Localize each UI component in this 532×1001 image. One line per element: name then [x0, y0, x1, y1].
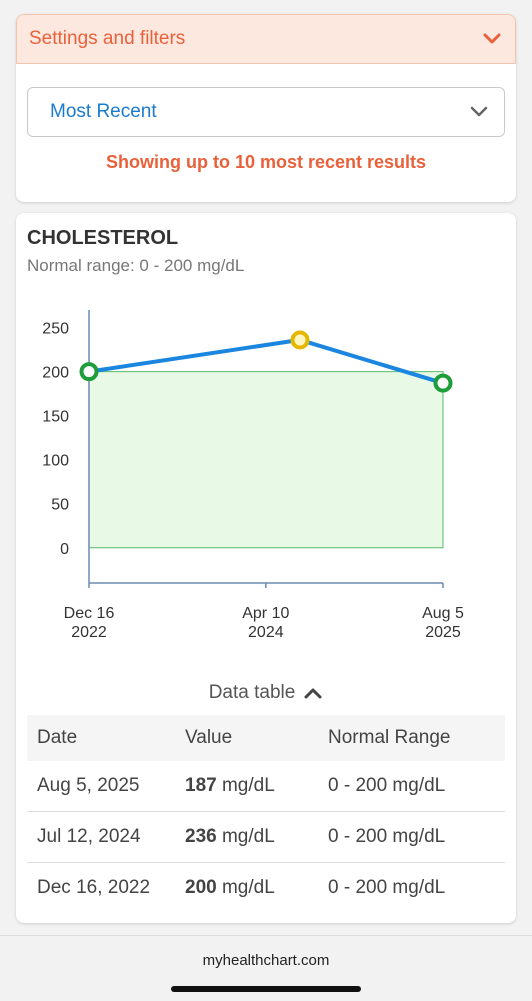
row-unit: mg/dL [221, 775, 275, 796]
browser-footer: myhealthchart.com [0, 935, 532, 1001]
normal-range-text: Normal range: 0 - 200 mg/dL [27, 256, 245, 275]
row-date: Aug 5, 2025 [37, 775, 140, 796]
cholesterol-card: CHOLESTEROL Normal range: 0 - 200 mg/dL … [16, 213, 516, 923]
data-table-toggle[interactable]: Data table [16, 682, 516, 704]
x-tick-label: Aug 5 [422, 605, 464, 622]
row-range: 0 - 200 mg/dL [328, 877, 446, 898]
data-point [79, 362, 99, 382]
row-unit: mg/dL [221, 877, 275, 898]
site-url[interactable]: myhealthchart.com [202, 952, 330, 969]
x-tick-label: 2025 [425, 624, 461, 641]
y-tick-label: 0 [60, 541, 69, 558]
header-date: Date [37, 727, 78, 748]
y-tick-label: 150 [42, 409, 69, 426]
header-value: Value [185, 727, 233, 748]
data-table: Date Value Normal Range Aug 5, 2025 187 … [27, 715, 505, 913]
y-tick-label: 250 [42, 321, 69, 338]
home-indicator[interactable] [171, 986, 361, 992]
row-date: Dec 16, 2022 [37, 877, 151, 898]
row-value: 236 [185, 826, 217, 847]
table-header: Date Value Normal Range [27, 715, 505, 761]
row-range: 0 - 200 mg/dL [328, 775, 446, 796]
table-row: Aug 5, 2025 187 mg/dL 0 - 200 mg/dL [27, 761, 505, 812]
y-tick-label: 50 [51, 497, 69, 514]
data-point [290, 330, 310, 350]
x-tick-label: Dec 16 [64, 605, 115, 622]
sort-select-value: Most Recent [50, 101, 157, 122]
settings-filters-panel: Settings and filters Most Recent Showing… [16, 14, 516, 202]
x-tick-label: 2024 [248, 624, 284, 641]
table-row: Jul 12, 2024 236 mg/dL 0 - 200 mg/dL [27, 812, 505, 863]
results-note: Showing up to 10 most recent results [105, 152, 427, 172]
y-tick-label: 200 [42, 365, 69, 382]
cholesterol-chart: 0 50 100 150 200 250 Dec 16 2022 Apr 10 2024 Aug 5… [42, 310, 464, 641]
data-table-toggle-label: Data table [208, 682, 296, 703]
x-tick-label: 2022 [71, 624, 107, 641]
chevron-up-icon [304, 688, 322, 699]
row-value: 187 [185, 775, 217, 796]
row-value: 200 [185, 877, 217, 898]
row-unit: mg/dL [221, 826, 275, 847]
chevron-down-icon [470, 106, 488, 117]
chevron-down-icon [483, 33, 501, 44]
settings-filters-toggle[interactable]: Settings and filters [16, 14, 516, 64]
sort-select[interactable]: Most Recent [27, 87, 505, 137]
y-tick-label: 100 [42, 453, 69, 470]
row-date: Jul 12, 2024 [37, 826, 141, 847]
table-row: Dec 16, 2022 200 mg/dL 0 - 200 mg/dL [27, 863, 505, 913]
x-tick-label: Apr 10 [242, 605, 289, 622]
data-point [433, 373, 453, 393]
chart-title: CHOLESTEROL [27, 227, 179, 249]
settings-filters-title: Settings and filters [29, 28, 186, 49]
normal-range-band [88, 371, 444, 549]
header-normal-range: Normal Range [328, 727, 451, 748]
row-range: 0 - 200 mg/dL [328, 826, 446, 847]
